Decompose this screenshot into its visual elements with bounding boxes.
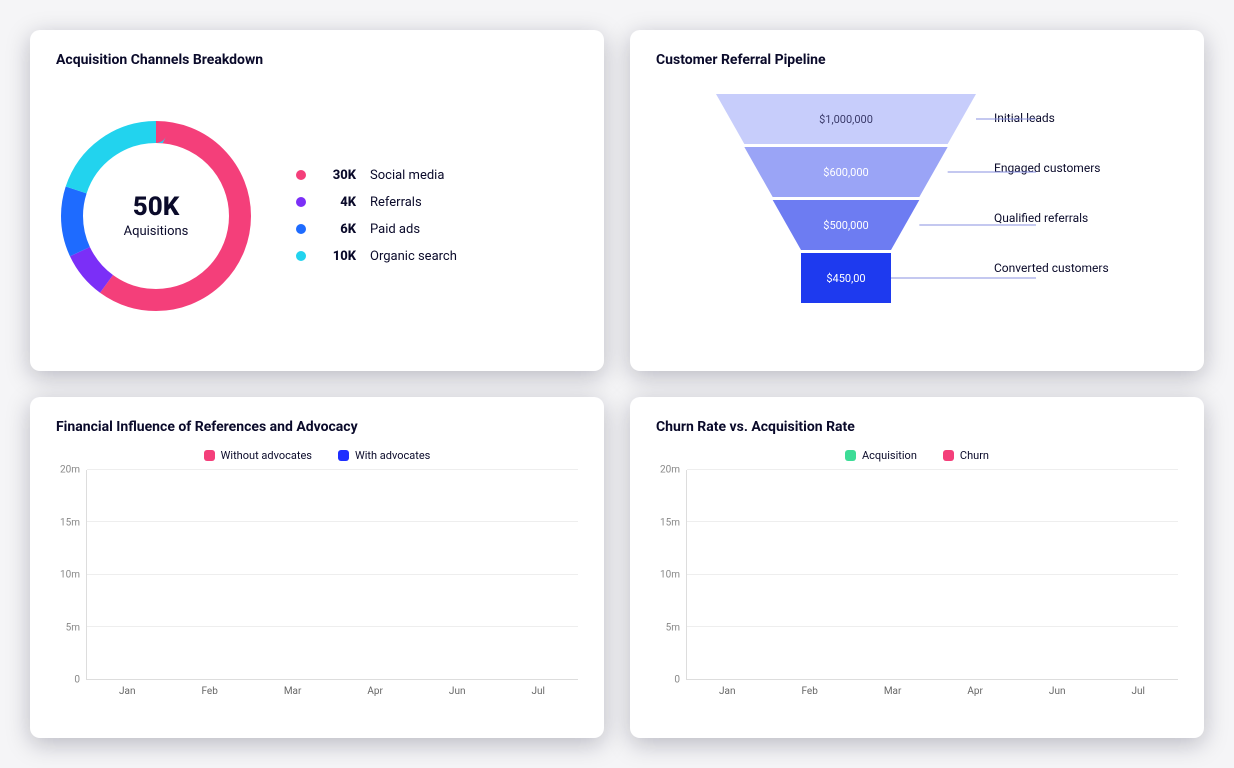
y-tick-label: 0: [674, 675, 680, 686]
legend-row: 4K Referrals: [296, 195, 457, 210]
legend-name: Referrals: [370, 195, 422, 210]
y-tick-label: 5m: [66, 622, 80, 633]
legend-value: 4K: [320, 195, 356, 210]
legend-label: With advocates: [355, 449, 430, 462]
y-tick-label: 10m: [60, 570, 80, 581]
advocacy-chart-card: Financial Influence of References and Ad…: [30, 397, 604, 738]
bar-legend: Without advocates With advocates: [56, 449, 578, 462]
donut-legend: 30K Social media 4K Referrals 6K Paid ads 10K O…: [296, 168, 457, 264]
y-tick-label: 5m: [666, 622, 680, 633]
churn-chart-card: Churn Rate vs. Acquisition Rate Acquisit…: [630, 397, 1204, 738]
legend-dot: [296, 224, 306, 234]
funnel-stage-value: $600,000: [823, 166, 868, 179]
x-axis-labels: Jan Feb Mar Apr Jun Jul: [56, 686, 578, 697]
y-tick-label: 10m: [660, 570, 680, 581]
donut-chart: 50K Aquisitions: [56, 116, 256, 316]
legend-dot: [296, 197, 306, 207]
card-title: Customer Referral Pipeline: [656, 52, 1178, 68]
funnel-stage-label: Engaged customers: [994, 161, 1109, 175]
x-tick-label: Jul: [1131, 686, 1144, 697]
legend-item: Without advocates: [204, 449, 312, 462]
funnel-stage-label: Qualified referrals: [994, 211, 1109, 225]
legend-item: Churn: [943, 449, 989, 462]
legend-item: With advocates: [338, 449, 430, 462]
bars-container: [687, 470, 1178, 679]
funnel-stage-value: $1,000,000: [819, 113, 873, 126]
x-tick-label: Jan: [719, 686, 735, 697]
funnel-chart: $1,000,000 $600,000 $500,000 $450,00: [716, 88, 976, 328]
legend-name: Social media: [370, 168, 444, 183]
x-tick-label: Feb: [801, 686, 817, 697]
donut-layout: 50K Aquisitions 30K Social media 4K Referra…: [56, 82, 578, 349]
bars-container: [87, 470, 578, 679]
legend-value: 10K: [320, 249, 356, 264]
legend-name: Organic search: [370, 249, 457, 264]
bar-legend: Acquisition Churn: [656, 449, 1178, 462]
x-tick-label: Mar: [884, 686, 902, 697]
funnel-layout: $1,000,000 $600,000 $500,000 $450,00 Initia…: [656, 82, 1178, 328]
legend-row: 30K Social media: [296, 168, 457, 183]
x-tick-label: Jun: [449, 686, 466, 697]
x-tick-label: Feb: [201, 686, 217, 697]
donut-center: 50K Aquisitions: [56, 116, 256, 316]
y-tick-label: 0: [74, 675, 80, 686]
funnel-labels: Initial leads Engaged customers Qualified …: [994, 88, 1109, 275]
legend-dot: [296, 170, 306, 180]
legend-value: 6K: [320, 222, 356, 237]
acquisition-channels-card: Acquisition Channels Breakdown 50K Aquis…: [30, 30, 604, 371]
x-tick-label: Jan: [119, 686, 135, 697]
referral-pipeline-card: Customer Referral Pipeline $1,000,000 $60…: [630, 30, 1204, 371]
legend-label: Without advocates: [221, 449, 312, 462]
legend-swatch: [845, 450, 856, 461]
y-tick-label: 15m: [60, 517, 80, 528]
bar-chart: 05m10m15m20m: [656, 470, 1178, 680]
legend-name: Paid ads: [370, 222, 420, 237]
y-tick-label: 15m: [660, 517, 680, 528]
x-tick-label: Jul: [531, 686, 544, 697]
donut-total-label: Aquisitions: [124, 224, 189, 239]
funnel-stage-label: Initial leads: [994, 111, 1109, 125]
funnel-stage-value: $500,000: [823, 219, 868, 232]
legend-swatch: [338, 450, 349, 461]
y-tick-label: 20m: [60, 465, 80, 476]
card-title: Churn Rate vs. Acquisition Rate: [656, 419, 1178, 435]
legend-value: 30K: [320, 168, 356, 183]
y-tick-label: 20m: [660, 465, 680, 476]
card-title: Financial Influence of References and Ad…: [56, 419, 578, 435]
legend-swatch: [204, 450, 215, 461]
x-tick-label: Jun: [1049, 686, 1066, 697]
legend-swatch: [943, 450, 954, 461]
funnel-stage-label: Converted customers: [994, 261, 1109, 275]
funnel-stage-value: $450,00: [826, 272, 865, 285]
x-axis-labels: Jan Feb Mar Apr Jun Jul: [656, 686, 1178, 697]
legend-item: Acquisition: [845, 449, 917, 462]
legend-dot: [296, 251, 306, 261]
legend-label: Churn: [960, 449, 989, 462]
legend-row: 6K Paid ads: [296, 222, 457, 237]
legend-label: Acquisition: [862, 449, 917, 462]
donut-total-value: 50K: [133, 192, 180, 222]
x-tick-label: Apr: [367, 686, 383, 697]
x-tick-label: Mar: [284, 686, 302, 697]
x-tick-label: Apr: [967, 686, 983, 697]
legend-row: 10K Organic search: [296, 249, 457, 264]
card-title: Acquisition Channels Breakdown: [56, 52, 578, 68]
bar-chart: 05m10m15m20m: [56, 470, 578, 680]
